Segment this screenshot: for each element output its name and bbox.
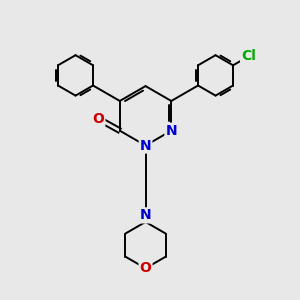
Text: N: N <box>166 124 177 138</box>
Text: Cl: Cl <box>241 50 256 63</box>
Text: O: O <box>140 261 152 275</box>
Text: O: O <box>92 112 104 126</box>
Text: N: N <box>140 139 152 152</box>
Text: N: N <box>140 208 152 222</box>
